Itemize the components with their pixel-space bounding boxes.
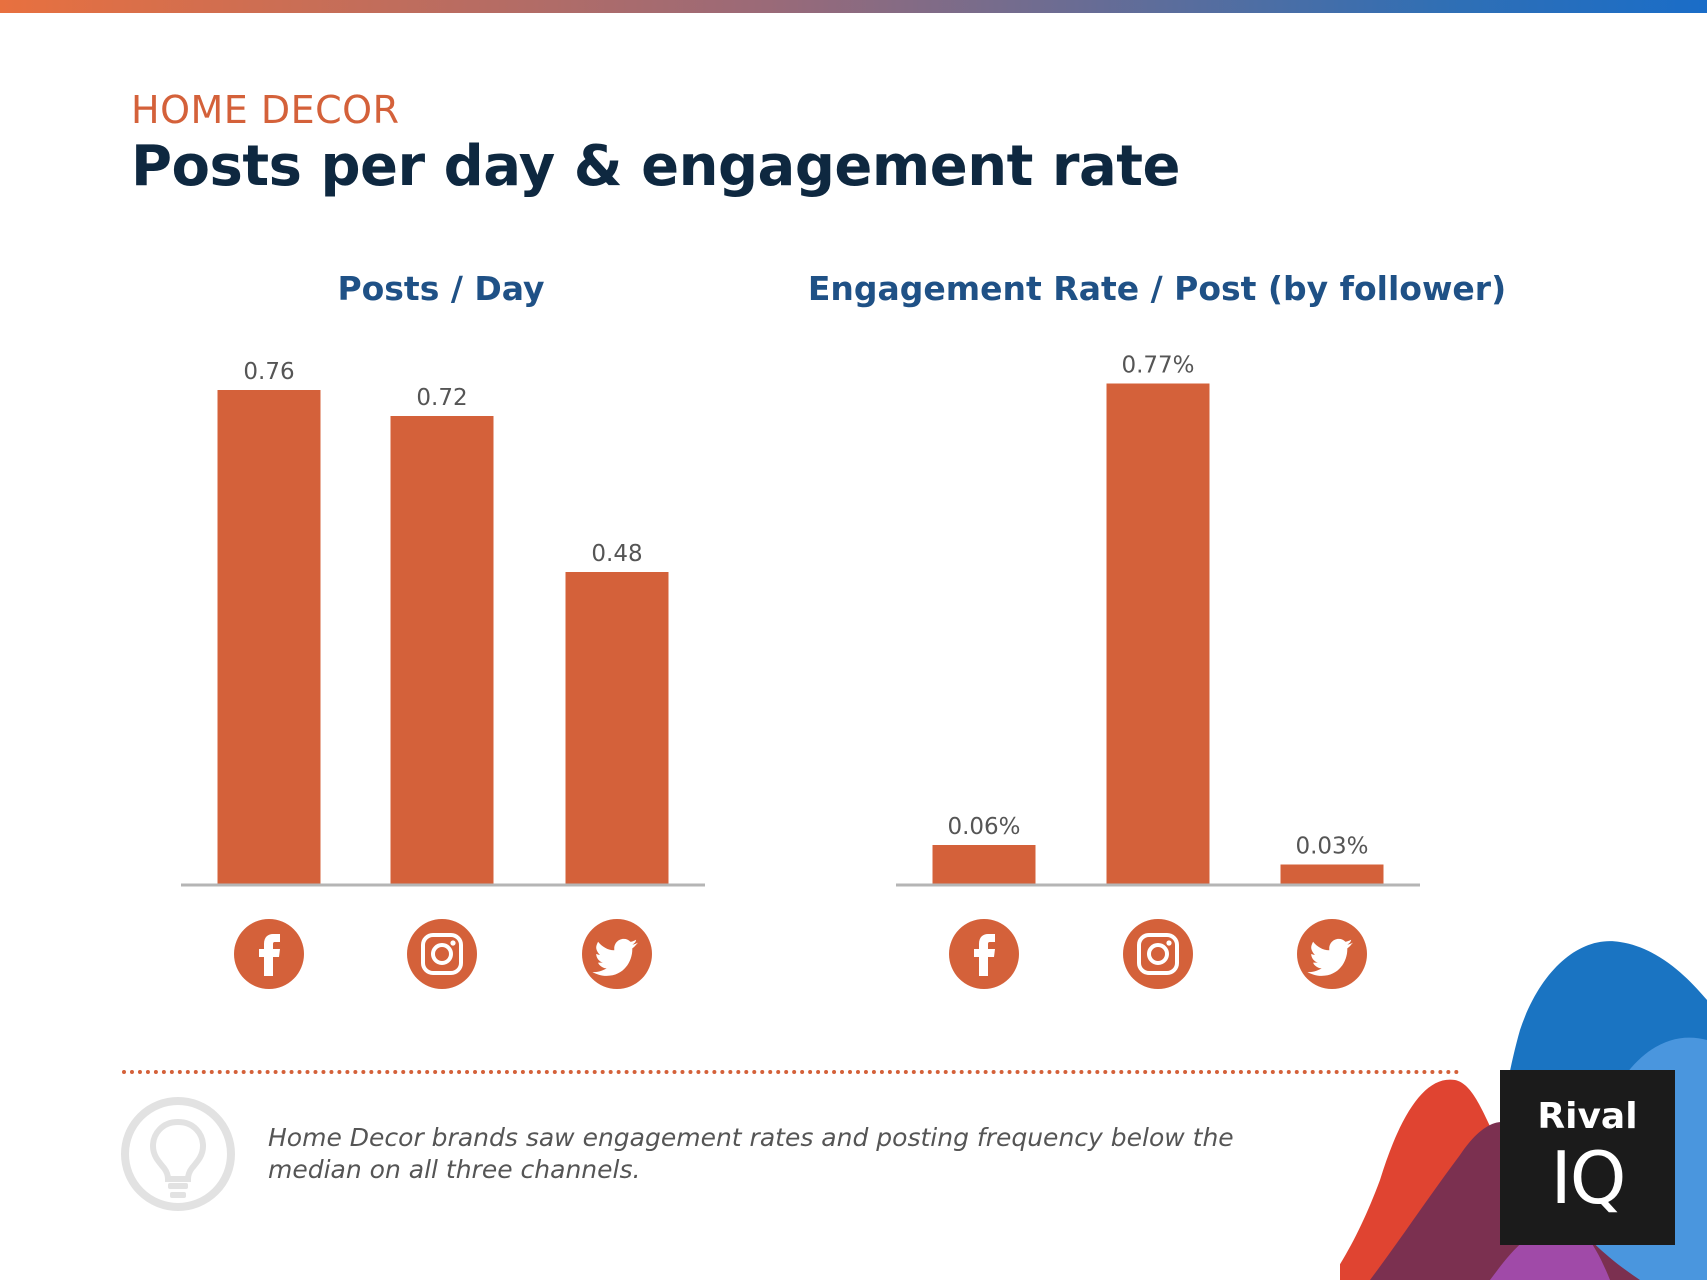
data-label-facebook: 0.76 bbox=[243, 359, 294, 385]
bar-twitter bbox=[1280, 864, 1384, 884]
twitter-icon bbox=[582, 919, 652, 989]
top-gradient-bar bbox=[0, 0, 1707, 13]
data-label-instagram: 0.77% bbox=[1121, 353, 1194, 379]
bar-facebook bbox=[217, 390, 321, 884]
data-label-twitter: 0.03% bbox=[1295, 834, 1368, 860]
chart-title-2: Engagement Rate / Post (by follower) bbox=[808, 269, 1506, 308]
logo-wordmark-rival: Rival bbox=[1537, 1096, 1638, 1137]
rival-iq-logo: Rival IQ bbox=[1500, 1070, 1675, 1245]
facebook-icon bbox=[234, 919, 304, 989]
data-label-twitter: 0.48 bbox=[591, 541, 642, 567]
dotted-divider bbox=[122, 1070, 1460, 1074]
data-label-facebook: 0.06% bbox=[947, 814, 1020, 840]
bar-instagram bbox=[390, 416, 494, 884]
bar-twitter bbox=[565, 572, 669, 884]
page-title: Posts per day & engagement rate bbox=[131, 134, 1181, 199]
category-eyebrow: HOME DECOR bbox=[131, 88, 400, 132]
lightbulb-icon bbox=[121, 1097, 235, 1211]
instagram-icon bbox=[407, 919, 477, 989]
bar-instagram bbox=[1106, 383, 1210, 884]
logo-wordmark-iq: IQ bbox=[1550, 1136, 1627, 1220]
insight-note: Home Decor brands saw engagement rates a… bbox=[268, 1123, 1234, 1184]
charts-area: Posts / Day 0.76 0.72 0.48 Engagement Rate /… bbox=[181, 269, 1506, 989]
bar-facebook bbox=[932, 845, 1036, 884]
twitter-icon bbox=[1297, 919, 1367, 989]
data-label-instagram: 0.72 bbox=[416, 385, 467, 411]
instagram-icon bbox=[1123, 919, 1193, 989]
facebook-icon bbox=[949, 919, 1019, 989]
chart-title-1: Posts / Day bbox=[337, 269, 544, 308]
